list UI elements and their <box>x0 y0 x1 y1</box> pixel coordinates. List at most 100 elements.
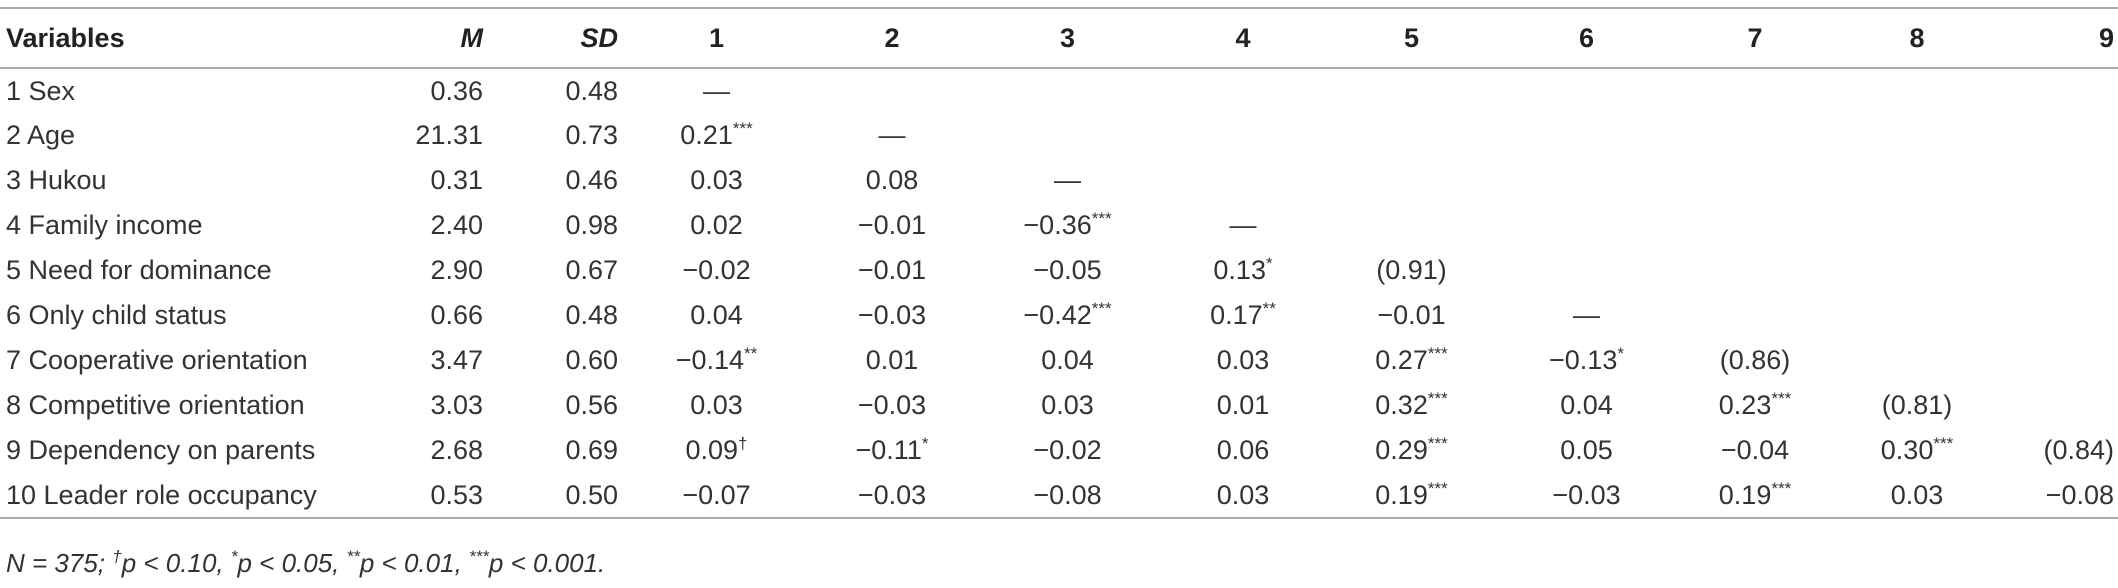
cell-text: 0.46 <box>565 165 618 195</box>
cell <box>1674 68 1836 113</box>
cell: — <box>973 158 1162 203</box>
cell: −0.02 <box>622 248 811 293</box>
cell-text: 0.04 <box>1560 390 1613 420</box>
cell-text: (0.81) <box>1881 390 1953 420</box>
cell: 0.01 <box>1162 383 1324 428</box>
cell <box>1674 203 1836 248</box>
cell-text: 0.50 <box>565 479 618 510</box>
cell: 0.02 <box>622 203 811 248</box>
cell: −0.04 <box>1674 428 1836 473</box>
cell-text: −0.03 <box>857 479 927 510</box>
cell: 0.67 <box>487 248 622 293</box>
cell: 0.30*** <box>1836 428 1998 473</box>
row-label: 4 Family income <box>0 203 392 248</box>
cell: 0.48 <box>487 68 622 113</box>
table-row: 5 Need for dominance 2.90 0.67 −0.02 −0.01 −0… <box>0 248 2118 293</box>
cell: 0.19*** <box>1324 473 1499 518</box>
cell <box>1499 68 1674 113</box>
cell-text: −0.02 <box>1033 435 1102 465</box>
table-row: 3 Hukou 0.31 0.46 0.03 0.08 — <box>0 158 2118 203</box>
cell-text: 0.19 <box>1375 479 1428 510</box>
column-header: 1 <box>708 22 725 53</box>
significance-mark: *** <box>1427 389 1448 408</box>
cell-text: 0.03 <box>690 390 743 420</box>
cell-text: 0.53 <box>430 479 483 510</box>
note-mark: * <box>230 547 238 566</box>
significance-mark: *** <box>1427 344 1448 363</box>
significance-mark: ** <box>744 344 758 363</box>
cell-text: 0.19 <box>1718 479 1772 510</box>
cell-text: — <box>1229 210 1257 240</box>
cell <box>1998 248 2118 293</box>
note-mark: ** <box>346 547 360 566</box>
cell-text: 7 Cooperative orientation <box>6 345 308 375</box>
cell: −0.08 <box>973 473 1162 518</box>
cell: −0.01 <box>1324 293 1499 338</box>
cell <box>1162 158 1324 203</box>
cell-text: 8 Competitive orientation <box>6 390 305 420</box>
cell <box>1998 203 2118 248</box>
cell <box>1162 68 1324 113</box>
cell <box>1836 338 1998 383</box>
cell: 0.53 <box>392 473 487 518</box>
cell: −0.01 <box>811 203 973 248</box>
cell-text: −0.42 <box>1023 300 1092 330</box>
row-label: 8 Competitive orientation <box>0 383 392 428</box>
cell-text: 2 Age <box>6 120 76 150</box>
cell: 0.09† <box>622 428 811 473</box>
cell-text: 0.01 <box>1216 390 1270 420</box>
cell-text: 1 Sex <box>6 75 76 106</box>
cell: 0.69 <box>487 428 622 473</box>
cell: 0.50 <box>487 473 622 518</box>
cell: −0.03 <box>811 293 973 338</box>
cell: 0.08 <box>811 158 973 203</box>
significance-mark: *** <box>1427 434 1448 453</box>
column-header: 7 <box>1747 22 1763 53</box>
significance-mark: *** <box>1771 389 1792 408</box>
cell <box>1836 293 1998 338</box>
cell <box>1324 158 1499 203</box>
cell-text: 0.02 <box>690 210 743 240</box>
cell <box>1998 338 2118 383</box>
cell: 0.46 <box>487 158 622 203</box>
cell: — <box>1499 293 1674 338</box>
cell <box>1499 203 1674 248</box>
cell <box>1324 203 1499 248</box>
significance-mark: ** <box>1262 299 1276 318</box>
significance-mark: *** <box>732 119 753 138</box>
note-mark: † <box>112 547 122 566</box>
cell-text: — <box>878 120 906 150</box>
cell: 0.60 <box>487 338 622 383</box>
cell <box>973 113 1162 158</box>
table-row: 7 Cooperative orientation 3.47 0.60 −0.14**… <box>0 338 2118 383</box>
cell: 0.03 <box>622 383 811 428</box>
cell <box>1836 248 1998 293</box>
cell-text: 0.31 <box>430 165 483 195</box>
cell: 0.04 <box>622 293 811 338</box>
cell-text: 0.17 <box>1210 300 1263 330</box>
cell-text: −0.36 <box>1023 210 1092 240</box>
cell-text: — <box>1573 300 1600 330</box>
cell-text: 0.04 <box>1041 345 1094 375</box>
cell-text: 10 Leader role occupancy <box>6 479 317 510</box>
cell: 0.04 <box>1499 383 1674 428</box>
cell-text: 0.29 <box>1375 435 1428 465</box>
cell-text: −0.03 <box>857 390 927 420</box>
cell <box>973 68 1162 113</box>
cell-text: 0.56 <box>565 390 618 420</box>
cell-text: 0.06 <box>1216 435 1270 465</box>
cell: −0.05 <box>973 248 1162 293</box>
cell <box>1499 158 1674 203</box>
column-header: 4 <box>1235 22 1251 53</box>
cell <box>1998 113 2118 158</box>
row-label: 7 Cooperative orientation <box>0 338 392 383</box>
cell: — <box>1162 203 1324 248</box>
significance-mark: * <box>921 434 929 453</box>
cell-text: 0.03 <box>1216 479 1270 510</box>
cell: 0.73 <box>487 113 622 158</box>
cell-text: −0.08 <box>2045 479 2114 510</box>
cell <box>1324 113 1499 158</box>
cell: 0.03 <box>973 383 1162 428</box>
column-header: SD <box>580 22 618 53</box>
cell-text: −0.01 <box>1377 300 1446 330</box>
